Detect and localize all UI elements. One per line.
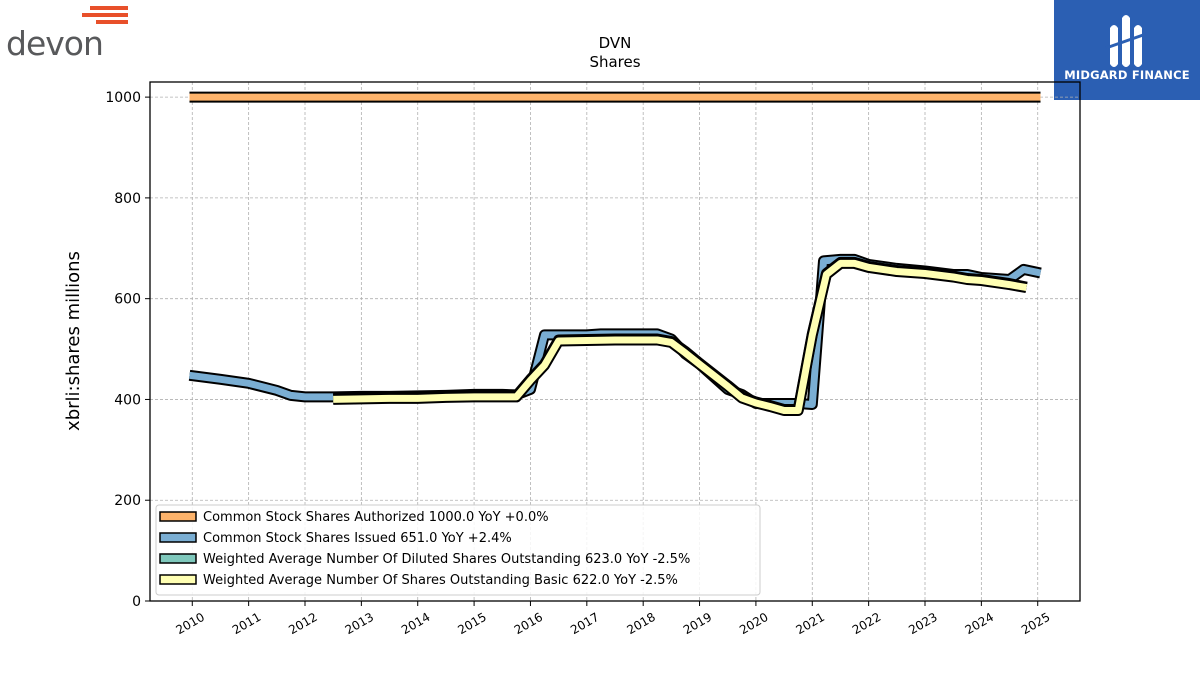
legend-label: Common Stock Shares Authorized 1000.0 Yo… <box>203 510 549 525</box>
midgard-finance-logo: MIDGARD FINANCE <box>1054 0 1200 100</box>
x-tick-label: 2018 <box>624 610 657 637</box>
devon-logo: devon <box>4 4 129 64</box>
series-outline <box>333 257 1028 416</box>
x-tick-label: 2022 <box>850 610 883 637</box>
series-line-2 <box>188 253 1042 410</box>
legend-swatch <box>159 511 197 522</box>
legend-label: Common Stock Shares Issued 651.0 YoY +2.… <box>203 531 512 546</box>
legend: Common Stock Shares Authorized 1000.0 Yo… <box>155 504 761 596</box>
x-tick-label: 2025 <box>1019 610 1052 637</box>
x-tick-label: 2014 <box>399 610 432 637</box>
y-tick-label: 600 <box>114 292 141 308</box>
x-tick-label: 2024 <box>963 610 996 637</box>
series-stroke <box>333 258 1028 413</box>
legend-entry: Weighted Average Number Of Diluted Share… <box>159 552 690 567</box>
y-tick-label: 1000 <box>105 90 141 106</box>
chart-title: DVN <box>599 34 632 52</box>
devon-logo-text: devon <box>6 24 104 63</box>
legend-swatch <box>159 574 197 585</box>
x-tick-label: 2023 <box>906 610 939 637</box>
x-tick-label: 2015 <box>455 610 488 637</box>
y-tick-label: 400 <box>114 392 141 408</box>
legend-swatch <box>159 553 197 564</box>
legend-label: Weighted Average Number Of Shares Outsta… <box>203 573 678 588</box>
series-line-3 <box>333 256 1028 415</box>
series-lines <box>188 91 1042 416</box>
x-tick-label: 2013 <box>343 610 376 637</box>
series-stroke <box>333 259 1028 414</box>
legend-entry: Common Stock Shares Authorized 1000.0 Yo… <box>159 510 549 525</box>
x-tick-label: 2011 <box>230 610 263 637</box>
x-tick-label: 2012 <box>286 610 319 637</box>
y-tick-label: 200 <box>114 493 141 509</box>
devon-logo-bars-icon <box>82 6 128 28</box>
x-tick-label: 2017 <box>568 610 601 637</box>
midgard-logo-text: MIDGARD FINANCE <box>1064 68 1190 82</box>
plot-frame <box>149 81 1081 602</box>
series-outline <box>333 256 1028 415</box>
legend-label: Weighted Average Number Of Diluted Share… <box>203 552 690 567</box>
midgard-logo-mark-icon <box>1105 15 1147 67</box>
y-axis-label: xbrli:shares millions <box>63 251 84 431</box>
x-tick-label: 2019 <box>681 610 714 637</box>
x-tick-label: 2020 <box>737 610 770 637</box>
legend-box <box>155 504 761 596</box>
series-line-4 <box>333 257 1028 416</box>
x-tick-label: 2021 <box>794 610 827 637</box>
x-tick-label: 2016 <box>512 610 545 637</box>
legend-entry: Weighted Average Number Of Shares Outsta… <box>159 573 678 588</box>
x-tick-label: 2010 <box>174 610 207 637</box>
legend-entry: Common Stock Shares Issued 651.0 YoY +2.… <box>159 531 512 546</box>
y-tick-label: 800 <box>114 191 141 207</box>
series-stroke <box>189 255 1042 408</box>
chart-subtitle: Shares <box>589 53 640 71</box>
y-tick-label: 0 <box>132 594 141 610</box>
legend-swatch <box>159 532 197 543</box>
